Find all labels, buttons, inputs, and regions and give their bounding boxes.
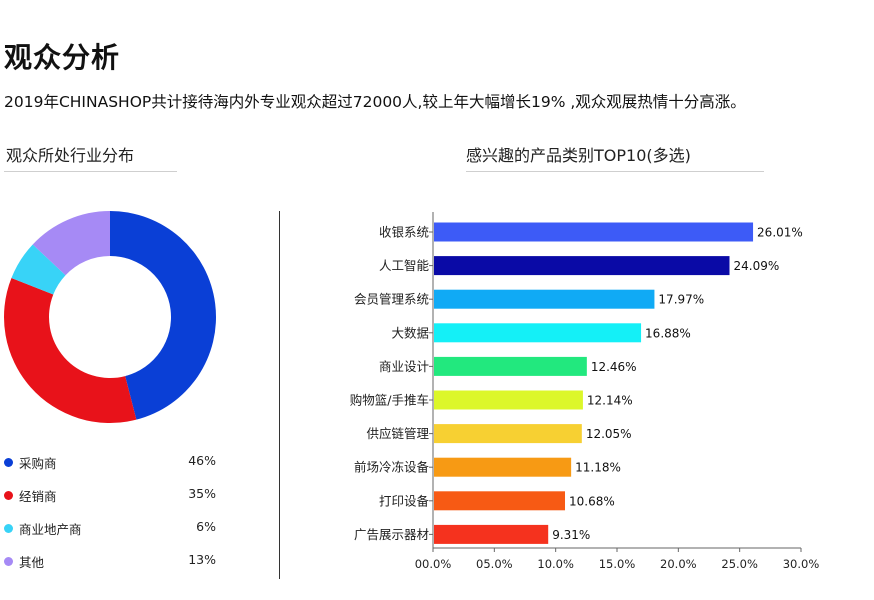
bar-value-label: 17.97% — [658, 293, 704, 307]
bar — [434, 491, 566, 511]
donut-slice-0 — [110, 211, 217, 420]
category-label: 前场冷冻设备 — [354, 460, 430, 475]
bar — [434, 256, 730, 276]
bar — [434, 390, 583, 410]
bar-value-label: 9.31% — [552, 528, 590, 542]
category-label: 会员管理系统 — [354, 292, 429, 307]
legend-label: 其他 — [19, 555, 45, 570]
legend-item: 采购商 46% — [4, 452, 218, 485]
legend-swatch — [4, 524, 13, 533]
bar-value-label: 10.68% — [569, 494, 615, 508]
donut-slice-1 — [3, 277, 137, 424]
legend-swatch — [4, 557, 13, 566]
x-tick-label: 10.0% — [537, 557, 574, 571]
bar-value-label: 12.46% — [591, 360, 637, 374]
legend-label: 商业地产商 — [19, 522, 82, 537]
bar — [434, 524, 549, 544]
bar-value-label: 16.88% — [645, 326, 691, 340]
x-tick-label: 25.0% — [721, 557, 758, 571]
legend-item: 商业地产商 6% — [4, 518, 218, 551]
donut-slice-2 — [11, 244, 66, 295]
industry-section-underline — [4, 171, 177, 172]
x-tick-label: 20.0% — [660, 557, 697, 571]
category-label: 大数据 — [391, 325, 429, 340]
bar-value-label: 24.09% — [734, 259, 780, 273]
x-tick-label: 15.0% — [599, 557, 636, 571]
bar — [434, 222, 754, 242]
bar — [434, 356, 587, 376]
x-tick-label: 05.0% — [476, 557, 513, 571]
bar — [434, 289, 655, 309]
legend-item: 经销商 35% — [4, 485, 218, 518]
page-title: 观众分析 — [4, 41, 121, 74]
legend-label: 经销商 — [19, 489, 57, 504]
bar-value-label: 26.01% — [757, 226, 803, 240]
bar-value-label: 12.14% — [587, 394, 633, 408]
category-label: 商业设计 — [379, 359, 429, 374]
products-bar-chart: 收银系统 26.01% 人工智能 24.09% 会员管理系统 17.97% 大数据 16.88… — [350, 212, 820, 571]
x-tick-label: 00.0% — [415, 557, 452, 571]
legend-value: 35% — [188, 486, 216, 501]
legend-value: 13% — [188, 552, 216, 567]
products-section-underline — [466, 171, 764, 172]
category-label: 收银系统 — [379, 225, 429, 240]
category-label: 购物篮/手推车 — [350, 393, 429, 408]
bar — [434, 424, 582, 444]
legend-swatch — [4, 491, 13, 500]
products-section-title: 感兴趣的产品类别TOP10(多选) — [466, 146, 691, 165]
bar — [434, 457, 572, 477]
bar-value-label: 11.18% — [575, 461, 621, 475]
category-label: 广告展示器材 — [354, 527, 429, 542]
chart-divider — [279, 211, 280, 579]
industry-section-title: 观众所处行业分布 — [6, 146, 135, 165]
intro-text: 2019年CHINASHOP共计接待海内外专业观众超过72000人,较上年大幅增… — [4, 93, 746, 111]
category-label: 供应链管理 — [366, 426, 429, 441]
legend-value: 46% — [188, 453, 216, 468]
industry-legend: 采购商 46% 经销商 35% 商业地产商 6% 其他 13% — [4, 452, 218, 584]
x-tick-label: 30.0% — [783, 557, 820, 571]
bar-value-label: 12.05% — [586, 427, 632, 441]
legend-value: 6% — [196, 519, 216, 534]
category-label: 人工智能 — [379, 258, 430, 273]
legend-item: 其他 13% — [4, 551, 218, 584]
donut-slice-3 — [32, 211, 110, 276]
industry-donut-chart — [3, 211, 217, 424]
legend-label: 采购商 — [19, 456, 57, 471]
legend-swatch — [4, 458, 13, 467]
category-label: 打印设备 — [379, 493, 430, 508]
bar — [434, 323, 642, 343]
